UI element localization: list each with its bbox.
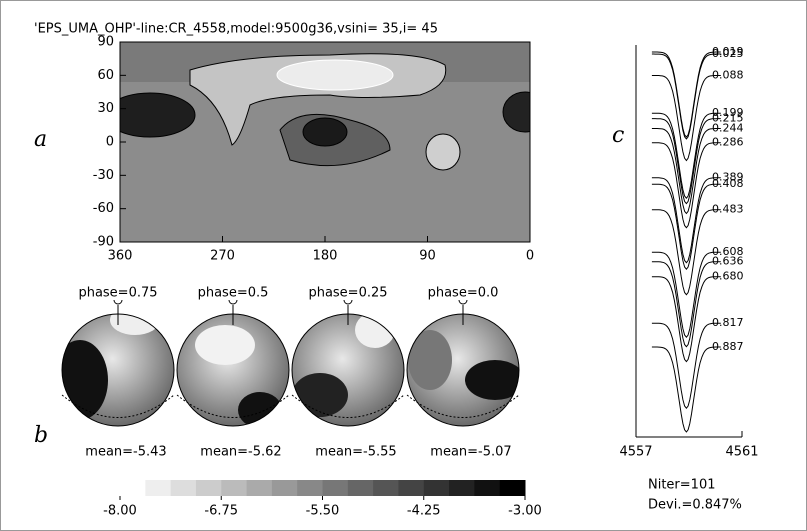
y-tick-label: -90 (93, 235, 114, 250)
x-tick-label: -5.50 (306, 504, 340, 519)
phase-label: 0.244 (712, 121, 744, 134)
panel-label: a (34, 127, 47, 152)
colorbar-step (373, 480, 399, 496)
phase-label: 0.608 (712, 245, 744, 258)
phase-label: 0.389 (712, 171, 744, 184)
sphere-title: phase=0.25 (308, 286, 387, 301)
map-image (120, 42, 530, 242)
line-profile (651, 276, 721, 363)
line-profile (651, 209, 721, 296)
colorbar-step (170, 480, 197, 496)
colorbar-step (449, 480, 475, 496)
colorbar-step (398, 480, 425, 496)
equator (291, 394, 405, 418)
y-tick-label: 30 (97, 101, 114, 116)
colorbar-step (423, 480, 450, 496)
colorbar-step (145, 480, 172, 496)
line-profile (651, 183, 721, 271)
colorbar-step (297, 480, 323, 496)
line-profile (651, 261, 721, 348)
colorbar-step (499, 480, 526, 496)
phase-label: 0.215 (712, 112, 744, 125)
colorbar-step (474, 480, 501, 496)
phase-label: 0.408 (712, 177, 744, 190)
equator (176, 394, 290, 418)
y-tick-label: 0 (106, 135, 114, 150)
phase-label: 0.025 (712, 47, 744, 60)
rotation-arrow (458, 299, 468, 305)
colorbar-step (271, 480, 298, 496)
x-tick-label: -8.00 (103, 504, 137, 519)
line-profile (651, 118, 721, 205)
line-profile (651, 322, 721, 410)
line-profile (651, 177, 721, 264)
rotation-arrow (113, 299, 123, 305)
x-tick-label: 4561 (725, 445, 758, 460)
line-profile (651, 346, 721, 433)
equator (406, 394, 520, 418)
line-profile (651, 75, 721, 162)
fit-note: Niter=101 (648, 478, 715, 493)
x-tick-label: 270 (210, 249, 235, 264)
sphere-title: phase=0.0 (428, 286, 499, 301)
x-tick-label: -3.00 (508, 504, 542, 519)
title: 'EPS_UMA_OHP'-line:CR_4558,model:9500g36… (34, 22, 438, 37)
colorbar-step (347, 480, 374, 496)
x-tick-label: 0 (526, 249, 534, 264)
y-tick-label: -60 (93, 201, 114, 216)
colorbar-step (221, 480, 248, 496)
x-tick-label: 4557 (619, 445, 652, 460)
phase-label: 0.199 (712, 106, 744, 119)
phase-label: 0.680 (712, 270, 744, 283)
phase-label: 0.636 (712, 255, 744, 268)
sphere-title: phase=0.5 (198, 286, 269, 301)
panel-label: c (612, 123, 624, 148)
phase-label: 0.088 (712, 68, 744, 81)
sphere-title: phase=0.75 (78, 286, 157, 301)
x-tick-label: 360 (108, 249, 133, 264)
fit-note: Devi.=0.847% (648, 498, 742, 513)
phase-label: 0.817 (712, 316, 744, 329)
colorbar-step (120, 480, 146, 496)
line-profile (651, 128, 721, 215)
line-profile (651, 112, 721, 200)
colorbar-step (195, 480, 222, 496)
line-profile (651, 51, 721, 138)
colorbar-step (246, 480, 273, 496)
phase-label: 0.887 (712, 340, 744, 353)
spheres (61, 313, 520, 427)
line-profile (651, 251, 721, 339)
colorbar-step (322, 480, 349, 496)
y-tick-label: 60 (97, 68, 114, 83)
x-tick-label: -6.75 (204, 504, 238, 519)
rotation-arrow (343, 299, 353, 305)
sphere-mean: mean=-5.62 (200, 445, 281, 460)
phase-label: 0.483 (712, 203, 744, 216)
equator (61, 394, 175, 418)
sphere-mean: mean=-5.07 (430, 445, 511, 460)
phase-label: 0.019 (712, 45, 744, 58)
y-tick-label: -30 (93, 168, 114, 183)
x-tick-label: 90 (419, 249, 436, 264)
phase-label: 0.286 (712, 136, 744, 149)
panel-label: b (34, 423, 48, 448)
x-tick-label: 180 (313, 249, 338, 264)
line-profile (651, 53, 721, 140)
sphere-mean: mean=-5.55 (315, 445, 396, 460)
line-profile (651, 142, 721, 229)
sphere-mean: mean=-5.43 (85, 445, 166, 460)
rotation-arrow (228, 299, 238, 305)
y-tick-label: 90 (97, 35, 114, 50)
x-tick-label: -4.25 (407, 504, 441, 519)
